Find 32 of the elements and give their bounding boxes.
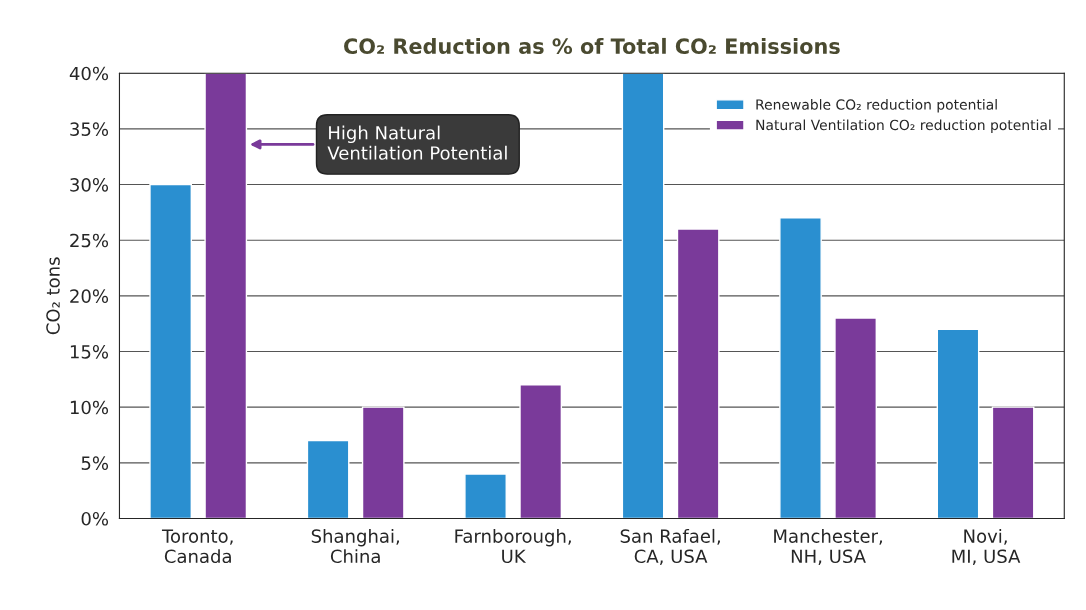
y-tick-label: 0% <box>81 511 109 526</box>
y-tick-label: 35% <box>70 122 109 136</box>
bar <box>464 473 507 519</box>
bar <box>991 406 1035 519</box>
x-tick-label: Novi, MI, USA <box>952 528 1021 565</box>
bar <box>149 183 193 519</box>
x-tick-label: Toronto, Canada <box>161 529 233 564</box>
x-tick-label: Shanghai, China <box>311 528 399 564</box>
legend-label: Natural Ventilation CO₂ reduction potential <box>756 119 1051 133</box>
bar <box>204 73 248 519</box>
bar <box>361 406 405 519</box>
bar <box>676 228 720 519</box>
x-tick-label: Farnborough, UK <box>455 528 571 564</box>
bar <box>519 384 563 519</box>
y-tick-label: 25% <box>70 233 109 248</box>
bar <box>936 328 980 519</box>
legend-label: Renewable CO₂ reduction potential <box>756 99 997 113</box>
bar <box>306 439 350 519</box>
bar <box>621 73 665 519</box>
y-tick-label: 5% <box>81 456 109 470</box>
y-axis-title: CO₂ tons <box>46 257 60 335</box>
bar <box>779 217 822 519</box>
annotation: High Natural Ventilation Potential <box>327 125 507 160</box>
y-tick-label: 10% <box>70 400 109 415</box>
x-tick-label: San Rafael, CA, USA <box>620 528 720 565</box>
y-tick-label: 40% <box>69 66 109 81</box>
y-tick-label: 20% <box>70 289 109 303</box>
chart-title: CO₂ Reduction as % of Total CO₂ Emissions <box>344 37 840 55</box>
x-tick-label: Manchester, NH, USA <box>774 528 882 565</box>
y-tick-label: 15% <box>70 344 109 359</box>
y-tick-label: 30% <box>70 177 109 192</box>
bar <box>834 317 877 519</box>
